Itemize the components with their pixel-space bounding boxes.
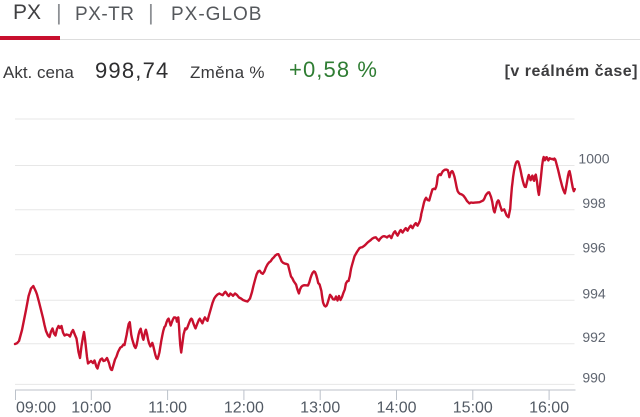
- svg-text:09:00: 09:00: [16, 400, 56, 417]
- svg-text:13:00: 13:00: [300, 400, 340, 417]
- svg-text:1000: 1000: [578, 151, 609, 167]
- svg-text:14:00: 14:00: [376, 400, 416, 417]
- svg-text:990: 990: [582, 369, 606, 385]
- svg-text:15:00: 15:00: [453, 400, 493, 417]
- svg-text:12:00: 12:00: [224, 400, 264, 417]
- svg-text:10:00: 10:00: [71, 400, 111, 417]
- svg-text:992: 992: [582, 329, 606, 345]
- svg-text:996: 996: [582, 240, 606, 256]
- svg-text:994: 994: [582, 285, 606, 301]
- svg-text:998: 998: [582, 195, 606, 211]
- svg-text:11:00: 11:00: [148, 400, 187, 417]
- svg-text:16:00: 16:00: [529, 400, 569, 417]
